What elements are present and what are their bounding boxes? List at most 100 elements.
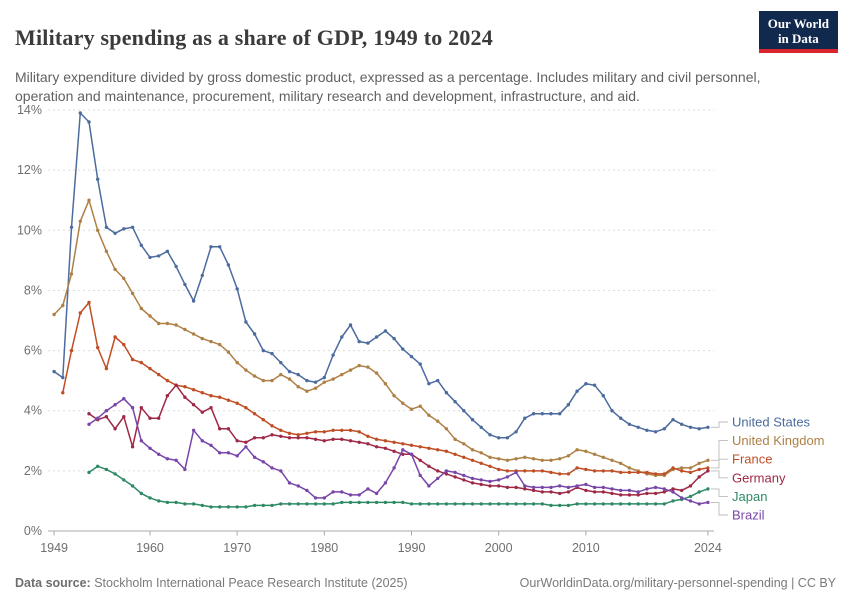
data-point [592,490,597,494]
data-point [366,442,370,446]
data-point [61,375,65,380]
data-point [706,500,710,505]
data-point [348,500,353,505]
legend-connector-brazil [710,501,728,516]
legend-label-united-states[interactable]: United States [732,415,811,430]
data-point [252,455,257,459]
data-point [191,428,196,432]
data-point [122,478,126,482]
footer-credit-link[interactable]: OurWorldinData.org/military-personnel-sp… [519,576,836,590]
x-axis: 1949 1960 1970 1980 1990 2000 2010 2024 [40,531,722,555]
data-point [497,484,501,488]
data-point [427,446,431,450]
data-point [139,360,143,365]
data-point [148,446,152,450]
data-point [122,227,126,231]
data-point [706,466,710,470]
data-point [601,490,605,494]
legend-connector-france [710,458,728,469]
data-point [488,433,492,437]
data-point [183,385,187,389]
x-axis-label: 1970 [223,541,251,555]
data-point [270,466,274,470]
data-point [688,484,693,488]
data-point [436,448,440,452]
data-point [357,500,361,505]
data-point [183,282,187,287]
data-point [610,487,614,491]
legend-label-united-kingdom[interactable]: United Kingdom [732,433,825,448]
legend-connector-germany [710,470,728,479]
data-point [209,339,213,344]
data-point [627,488,632,493]
data-point [401,347,405,351]
data-point [383,439,388,443]
data-point [165,457,170,461]
legend-label-france[interactable]: France [732,452,772,467]
data-point [409,354,414,359]
data-point [183,502,187,506]
data-point [348,368,353,372]
data-point [514,430,518,434]
data-point [566,472,571,476]
data-point [558,484,562,488]
data-point [436,469,440,473]
data-point [209,245,213,249]
data-point [671,487,675,491]
data-point [104,409,109,413]
legend-label-japan[interactable]: Japan [732,489,767,504]
data-point [505,469,510,473]
data-point [96,345,100,350]
data-point [470,481,475,485]
data-point [566,490,571,494]
data-point [157,254,161,258]
data-point [235,505,239,509]
data-point [191,332,196,336]
data-point [279,469,283,473]
data-point [244,368,248,372]
data-point [575,448,579,452]
data-point [261,460,265,464]
data-point [401,442,405,446]
data-point [697,467,701,472]
data-point [418,458,422,462]
data-point [130,225,135,229]
data-point [191,299,196,303]
data-point [104,467,109,472]
y-axis-label: 8% [24,283,42,297]
data-point [157,499,161,503]
data-point [549,412,553,416]
data-point [514,502,518,506]
data-point [680,496,684,500]
data-point [374,371,379,375]
data-point [305,502,309,506]
data-point [261,378,265,383]
legend-connector-united-states [710,421,728,428]
data-point [157,372,161,377]
data-point [409,443,414,447]
data-point [270,351,274,356]
data-point [313,437,318,441]
data-point [619,493,623,497]
data-point [523,455,527,459]
data-point [305,431,309,435]
data-point [671,466,675,470]
data-point [296,436,300,440]
data-point [235,439,239,443]
data-point [183,395,187,399]
data-point [505,502,510,506]
legend-label-brazil[interactable]: Brazil [732,508,765,523]
data-point [61,303,65,308]
data-point [653,430,658,434]
data-point [462,409,466,413]
data-point [96,416,100,420]
x-axis-label: 1990 [398,541,426,555]
owid-logo[interactable]: Our World in Data [758,11,838,53]
data-point [409,502,414,506]
data-point [514,457,518,461]
data-point [453,502,457,506]
data-point [139,439,143,443]
data-point [261,503,265,508]
legend-label-germany[interactable]: Germany [732,470,786,485]
data-point [706,458,710,462]
